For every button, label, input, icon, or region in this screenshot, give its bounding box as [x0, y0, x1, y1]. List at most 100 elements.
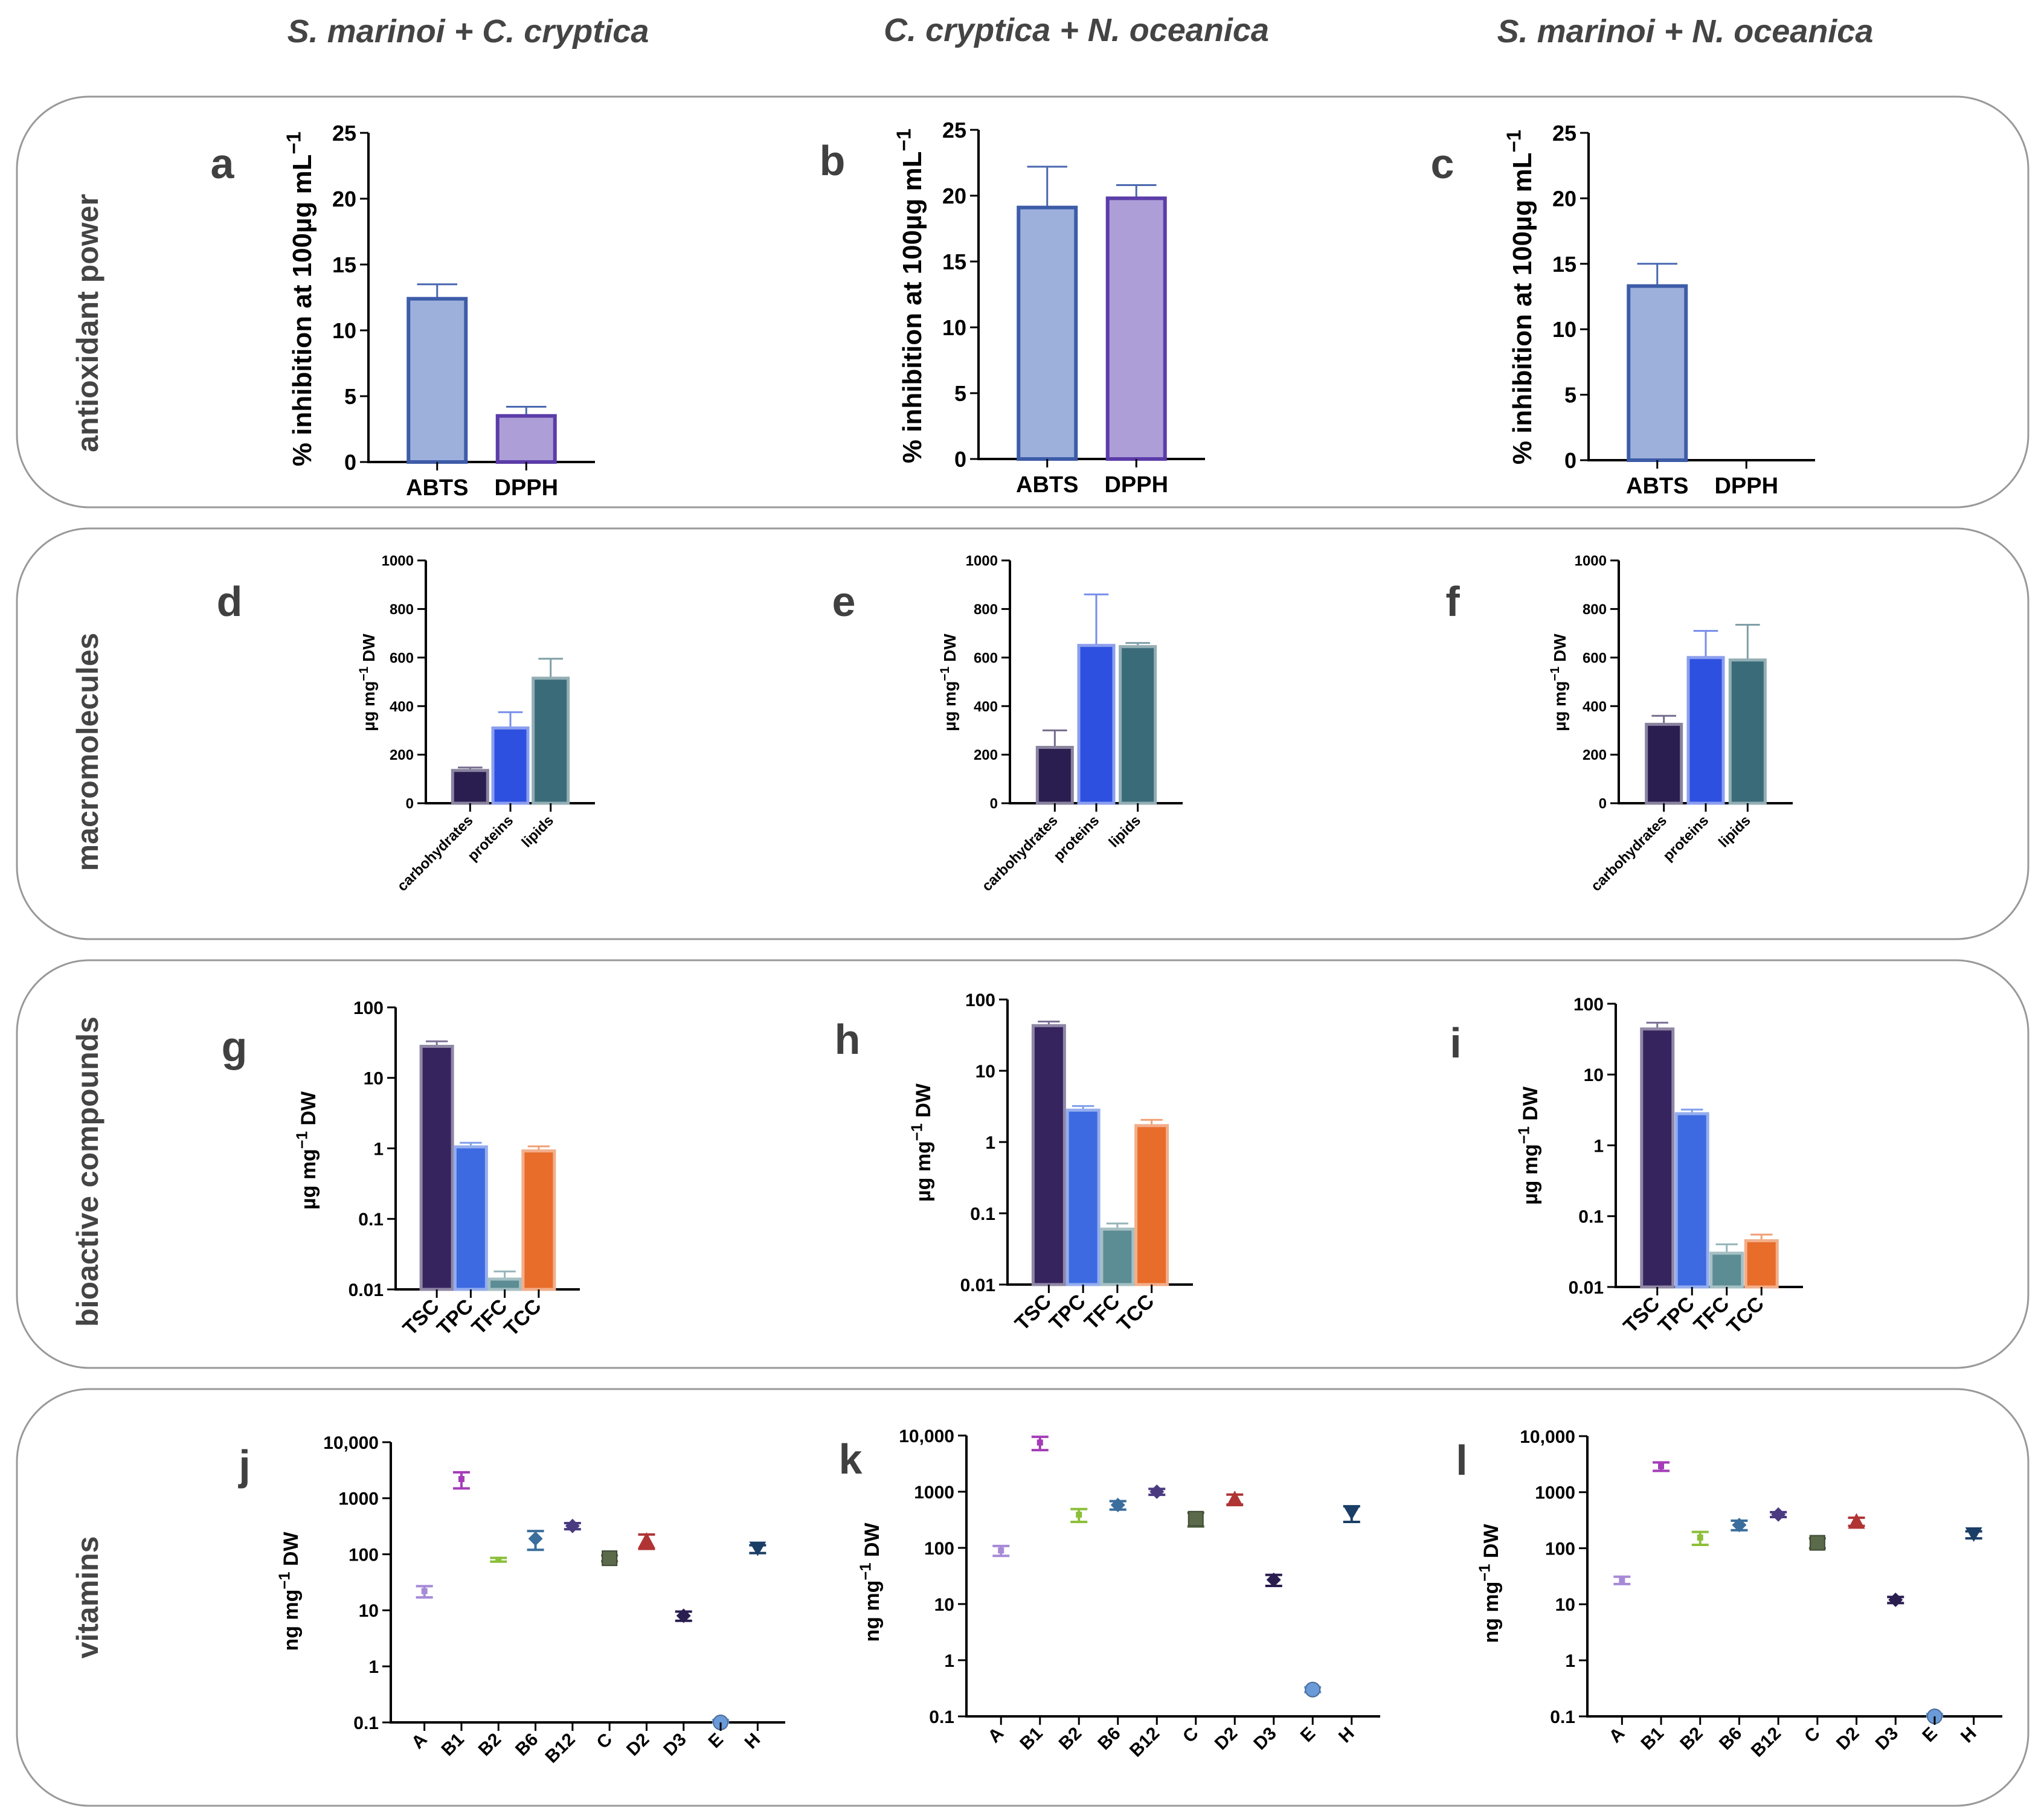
- panel-letter-i: i: [1450, 1019, 1461, 1067]
- y-tick-label-d: 800: [390, 602, 414, 618]
- x-tick-label-tpc: TPC: [1654, 1292, 1699, 1338]
- bar-abts: [407, 297, 468, 464]
- y-tick-label-k: 10: [934, 1595, 954, 1615]
- y-axis-label-a: % inhibition at 100µg mL−1: [282, 132, 317, 466]
- x-tick-label-e: E: [705, 1730, 727, 1752]
- x-tick-label-tcc: TCC: [500, 1295, 545, 1341]
- panel-letter-e: e: [832, 578, 856, 625]
- x-tick-label-tpc: TPC: [1045, 1290, 1090, 1335]
- row-label-vitamins: vitamins: [71, 1536, 104, 1659]
- point-b12: [565, 1518, 580, 1533]
- y-axis-label-text: µg mg: [1519, 1144, 1542, 1205]
- x-tick-label-d3: D3: [660, 1730, 690, 1760]
- x-tick-label-h: H: [1335, 1724, 1358, 1747]
- bar-lipids: [532, 676, 570, 805]
- point-d2: [1848, 1513, 1865, 1529]
- row-box-bioactive: [16, 959, 2030, 1369]
- x-tick-label-e: E: [1918, 1724, 1941, 1746]
- y-axis-label-text: % inhibition at 100µg mL: [288, 154, 317, 466]
- y-axis-label-k: ng mg−1 DW: [857, 1523, 884, 1642]
- point-c: [602, 1550, 618, 1567]
- bar-lipids: [1728, 658, 1767, 805]
- bar-tsc: [1031, 1024, 1066, 1286]
- y-axis-label-c: % inhibition at 100µg mL−1: [1502, 130, 1537, 464]
- chart-d: d 0 200 400 600 800 1000 µg mg−1 DW carbohydrate…: [217, 553, 595, 894]
- bar-carbohydrates: [451, 769, 489, 805]
- y-tick-label-l: 10,000: [1520, 1427, 1575, 1447]
- point-d2: [638, 1532, 655, 1548]
- x-tick-label-c: C: [1801, 1724, 1824, 1747]
- y-tick-label-h: 1: [985, 1133, 995, 1153]
- y-tick-label-a: 15: [332, 252, 356, 277]
- x-tick-label-b1: B1: [1016, 1724, 1046, 1754]
- bar-tfc: [1100, 1227, 1135, 1286]
- y-tick-label-e: 0: [990, 796, 998, 812]
- x-tick-label-b1: B1: [1637, 1724, 1668, 1754]
- y-tick-label-g: 0.01: [349, 1280, 384, 1300]
- x-tick-label-tcc: TCC: [1113, 1290, 1159, 1336]
- y-tick-label-a: 25: [332, 121, 356, 146]
- bar-lipids: [1119, 645, 1157, 805]
- x-tick-label-d2: D2: [1833, 1724, 1863, 1754]
- point-b12: [1149, 1484, 1165, 1499]
- bar-proteins: [491, 726, 530, 805]
- x-tick-label-d3: D3: [1872, 1724, 1902, 1754]
- y-axis-label-sup: −1: [1548, 666, 1562, 681]
- x-tick-label-b12: B12: [1747, 1724, 1785, 1761]
- x-tick-label-lipids: lipids: [1106, 812, 1144, 850]
- y-axis-label-e: µg mg−1 DW: [938, 634, 959, 731]
- y-tick-label-e: 200: [974, 747, 998, 763]
- row-label-bioactive: bioactive compounds: [71, 1016, 104, 1327]
- y-axis-label-f: µg mg−1 DW: [1548, 634, 1569, 731]
- x-tick-label-h: H: [1957, 1724, 1981, 1747]
- y-tick-label-j: 1: [368, 1657, 379, 1677]
- y-tick-label-d: 1000: [382, 553, 414, 570]
- row-label-macromolecules: macromolecules: [71, 633, 104, 871]
- y-tick-label-d: 200: [390, 747, 414, 763]
- point-e: [1305, 1681, 1321, 1698]
- point-d3: [676, 1608, 691, 1623]
- chart-l: l 0.1 1 10 100 1000 10,000 ng mg−1 DW A B1 B2 B6 B12…: [1456, 1427, 2002, 1761]
- point-b1: [1036, 1439, 1043, 1446]
- point-d2: [1226, 1491, 1244, 1507]
- x-tick-label-dpph: DPPH: [494, 475, 558, 501]
- y-axis-label-g: µg mg−1 DW: [294, 1091, 320, 1210]
- x-tick-label-carbohydrates: carbohydrates: [394, 812, 477, 894]
- y-tick-label-f: 1000: [1575, 553, 1607, 570]
- y-axis-label-sup: −1: [908, 1123, 925, 1141]
- y-tick-label-c: 5: [1564, 383, 1576, 408]
- column-title-2: C. cryptica + N. oceanica: [884, 12, 1269, 48]
- x-tick-label-b2: B2: [1676, 1724, 1706, 1754]
- y-axis-label-i: µg mg−1 DW: [1515, 1086, 1542, 1205]
- bar-tpc: [453, 1145, 488, 1291]
- y-tick-label-k: 100: [924, 1539, 954, 1559]
- y-axis-label-text: ng mg: [280, 1590, 303, 1651]
- point-b1: [458, 1476, 464, 1483]
- y-axis-label-text: µg mg: [359, 681, 378, 731]
- y-tick-label-g: 1: [373, 1139, 384, 1159]
- chart-j: j 0.1 1 10 100 1000 10,000 ng mg−1 DW A B1 B2 B6 B12…: [237, 1433, 785, 1767]
- y-axis-label-sup: −1: [282, 132, 304, 155]
- y-tick-label-c: 10: [1552, 317, 1576, 342]
- point-b2: [1697, 1534, 1703, 1541]
- x-tick-label-b6: B6: [1094, 1724, 1124, 1754]
- y-axis-label-text: µg mg: [940, 681, 959, 731]
- bar-tsc: [419, 1045, 454, 1291]
- y-tick-label-j: 10: [359, 1601, 379, 1621]
- panel-letter-j: j: [237, 1442, 250, 1489]
- x-tick-label-dpph: DPPH: [1104, 472, 1168, 498]
- point-h: [749, 1541, 766, 1556]
- panel-letter-a: a: [211, 140, 235, 187]
- point-h: [1343, 1506, 1360, 1521]
- x-tick-label-abts: ABTS: [1626, 473, 1688, 499]
- bar-tcc: [1744, 1239, 1779, 1289]
- x-tick-label-tfc: TFC: [1080, 1290, 1125, 1335]
- y-tick-label-l: 1: [1565, 1651, 1575, 1671]
- bar-carbohydrates: [1035, 746, 1074, 805]
- y-tick-label-c: 0: [1564, 448, 1576, 473]
- y-tick-label-c: 15: [1552, 252, 1576, 277]
- x-tick-label-a: A: [985, 1724, 1008, 1747]
- x-tick-label-b12: B12: [1126, 1724, 1163, 1761]
